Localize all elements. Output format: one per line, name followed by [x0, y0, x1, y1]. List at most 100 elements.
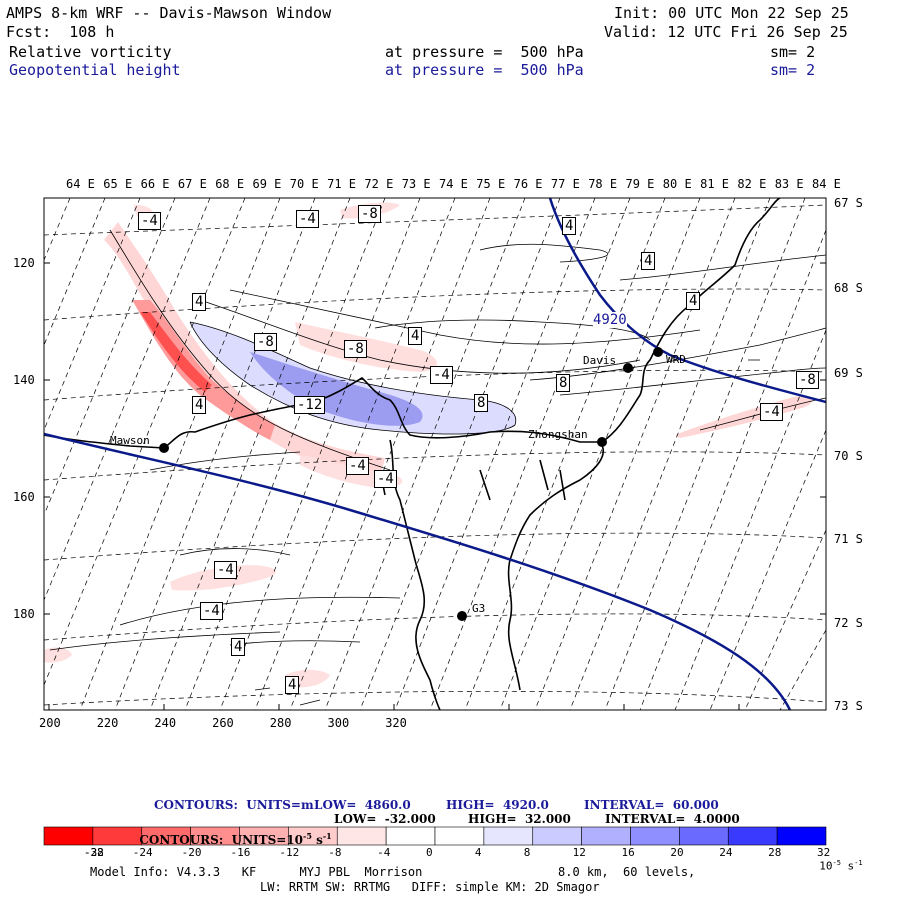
colorbar-tick-label: 32 — [817, 846, 831, 859]
contour2-high: HIGH= 32.000 — [468, 812, 571, 826]
vort-contour-label: 4 — [641, 252, 656, 270]
top-lon-label: 64 E — [66, 177, 95, 191]
graticule — [44, 198, 826, 710]
label-wrd: WRD — [666, 353, 686, 366]
colorbar-unit-sexp: -1 — [854, 859, 863, 867]
station-mawson — [159, 443, 169, 453]
colorbar-tick-label: 8 — [523, 846, 531, 859]
colorbar-swatch — [679, 826, 729, 846]
bottom-x-label: 220 — [96, 716, 119, 730]
vort-contour-label: -8 — [796, 371, 819, 389]
colorbar-tick-label: -32 — [84, 846, 104, 859]
colorbar-swatch — [532, 826, 582, 846]
colorbar-tick-label: -20 — [181, 846, 202, 859]
top-lon-label: 68 E — [215, 177, 245, 191]
bottom-x-label: 240 — [154, 716, 177, 730]
colorbar-tick-label: 20 — [670, 846, 684, 859]
map-title: AMPS 8-km WRF -- Davis-Mawson Window — [6, 4, 332, 22]
vort-contour-label: -12 — [294, 396, 326, 414]
colorbar-tick-label: -4 — [377, 846, 391, 859]
colorbar-tick-label: 24 — [719, 846, 733, 859]
station-markers — [159, 347, 663, 621]
bottom-x-label: 260 — [212, 716, 234, 730]
colorbar-unit-exp: -5 — [832, 859, 841, 867]
colorbar-tick-label: 28 — [768, 846, 782, 859]
left-y-label: 160 — [13, 490, 35, 504]
top-lon-label: 83 E — [774, 177, 804, 191]
vort-contour-label: 4 — [192, 293, 207, 311]
top-lon-label: 82 E — [737, 177, 767, 191]
vorticity-contours — [49, 229, 826, 706]
neg-vort-fill-core — [140, 312, 212, 392]
field1-name: Relative vorticity — [9, 43, 172, 61]
top-lon-label: 72 E — [364, 177, 394, 191]
top-lon-label: 77 E — [550, 177, 580, 191]
vort-contour-label: 4 — [686, 292, 701, 310]
left-y-label: 120 — [13, 256, 35, 270]
field1-level: at pressure = 500 hPa — [385, 43, 584, 61]
colorbar-tick-label: -24 — [132, 846, 153, 859]
colorbar-swatch — [776, 826, 827, 846]
contour2-low: LOW= -32.000 — [334, 812, 436, 826]
vort-contour-label: -8 — [344, 340, 367, 358]
colorbar-swatch — [336, 826, 387, 846]
colorbar-swatch — [727, 826, 778, 846]
colorbar-swatch — [385, 826, 436, 846]
vort-contour-label: -4 — [430, 366, 453, 384]
pos-vort-fill — [190, 322, 516, 435]
contour1-low: LOW= 4860.0 — [314, 798, 411, 812]
colorbar-tick-label: -8 — [328, 846, 342, 859]
label-davis: Davis — [583, 354, 617, 367]
vort-contour-label: 4 — [231, 638, 246, 656]
left-y-label: 140 — [13, 373, 35, 387]
top-lon-label: 78 E — [588, 177, 618, 191]
bottom-x-label: 200 — [39, 716, 61, 730]
station-zhongshan — [597, 437, 607, 447]
colorbar-tick-label: 16 — [621, 846, 635, 859]
top-lon-label: 67 E — [177, 177, 207, 191]
top-lon-label: 71 E — [327, 177, 356, 191]
bottom-x-label: 300 — [327, 716, 350, 730]
right-lat-label: 69 S — [834, 366, 863, 380]
station-g3 — [457, 611, 467, 621]
top-lon-label: 79 E — [625, 177, 655, 191]
colorbar-unit-s: s — [840, 859, 855, 873]
contour2-units-exp: -5 — [303, 831, 312, 841]
colorbar-swatch — [581, 826, 631, 846]
colorbar-swatch — [630, 826, 680, 846]
neg-vort-fill — [104, 222, 385, 478]
vort-contour-label: -4 — [346, 457, 369, 475]
label-zhongshan: Zhongshan — [528, 428, 588, 441]
contour2-units-text: CONTOURS: UNITS=10 — [139, 833, 303, 847]
vort-contour-label: 4 — [285, 676, 300, 694]
vort-contour-label: -4 — [214, 561, 237, 579]
station-wrd — [653, 347, 663, 357]
vort-contour-label: -8 — [254, 333, 277, 351]
label-g3: G3 — [472, 602, 486, 615]
top-lon-label: 66 E — [140, 177, 170, 191]
vort-contour-label: 8 — [556, 374, 571, 392]
top-lon-label: 84 E — [812, 177, 841, 191]
pos-vort-fill-strong — [250, 352, 423, 426]
station-davis — [623, 363, 633, 373]
top-lon-label: 80 E — [662, 177, 692, 191]
left-y-label: 180 — [13, 607, 35, 621]
vort-contour-label: 4 — [408, 327, 423, 345]
contour1-units: CONTOURS: UNITS=m — [154, 798, 314, 812]
field1-smoothing: sm= 2 — [770, 43, 816, 61]
height-contours — [44, 198, 826, 710]
field2-name: Geopotential height — [9, 61, 181, 79]
label-mawson: Mawson — [110, 434, 150, 447]
colorbar-unit: 10-5 s-1 — [806, 846, 863, 873]
colorbar-tick-label: -28 — [83, 846, 104, 859]
top-lon-label: 73 E — [401, 177, 431, 191]
vort-contour-label: -4 — [760, 403, 783, 421]
contour2-units-sexp: -1 — [322, 831, 332, 841]
valid-time: Valid: 12 UTC Fri 26 Sep 25 — [604, 23, 848, 41]
model-resolution: 8.0 km, 60 levels, — [558, 865, 696, 879]
field2-smoothing: sm= 2 — [770, 61, 816, 79]
top-lon-label: 65 E — [103, 177, 133, 191]
top-lon-label: 76 E — [513, 177, 543, 191]
contour2-units-s: s — [311, 833, 323, 847]
